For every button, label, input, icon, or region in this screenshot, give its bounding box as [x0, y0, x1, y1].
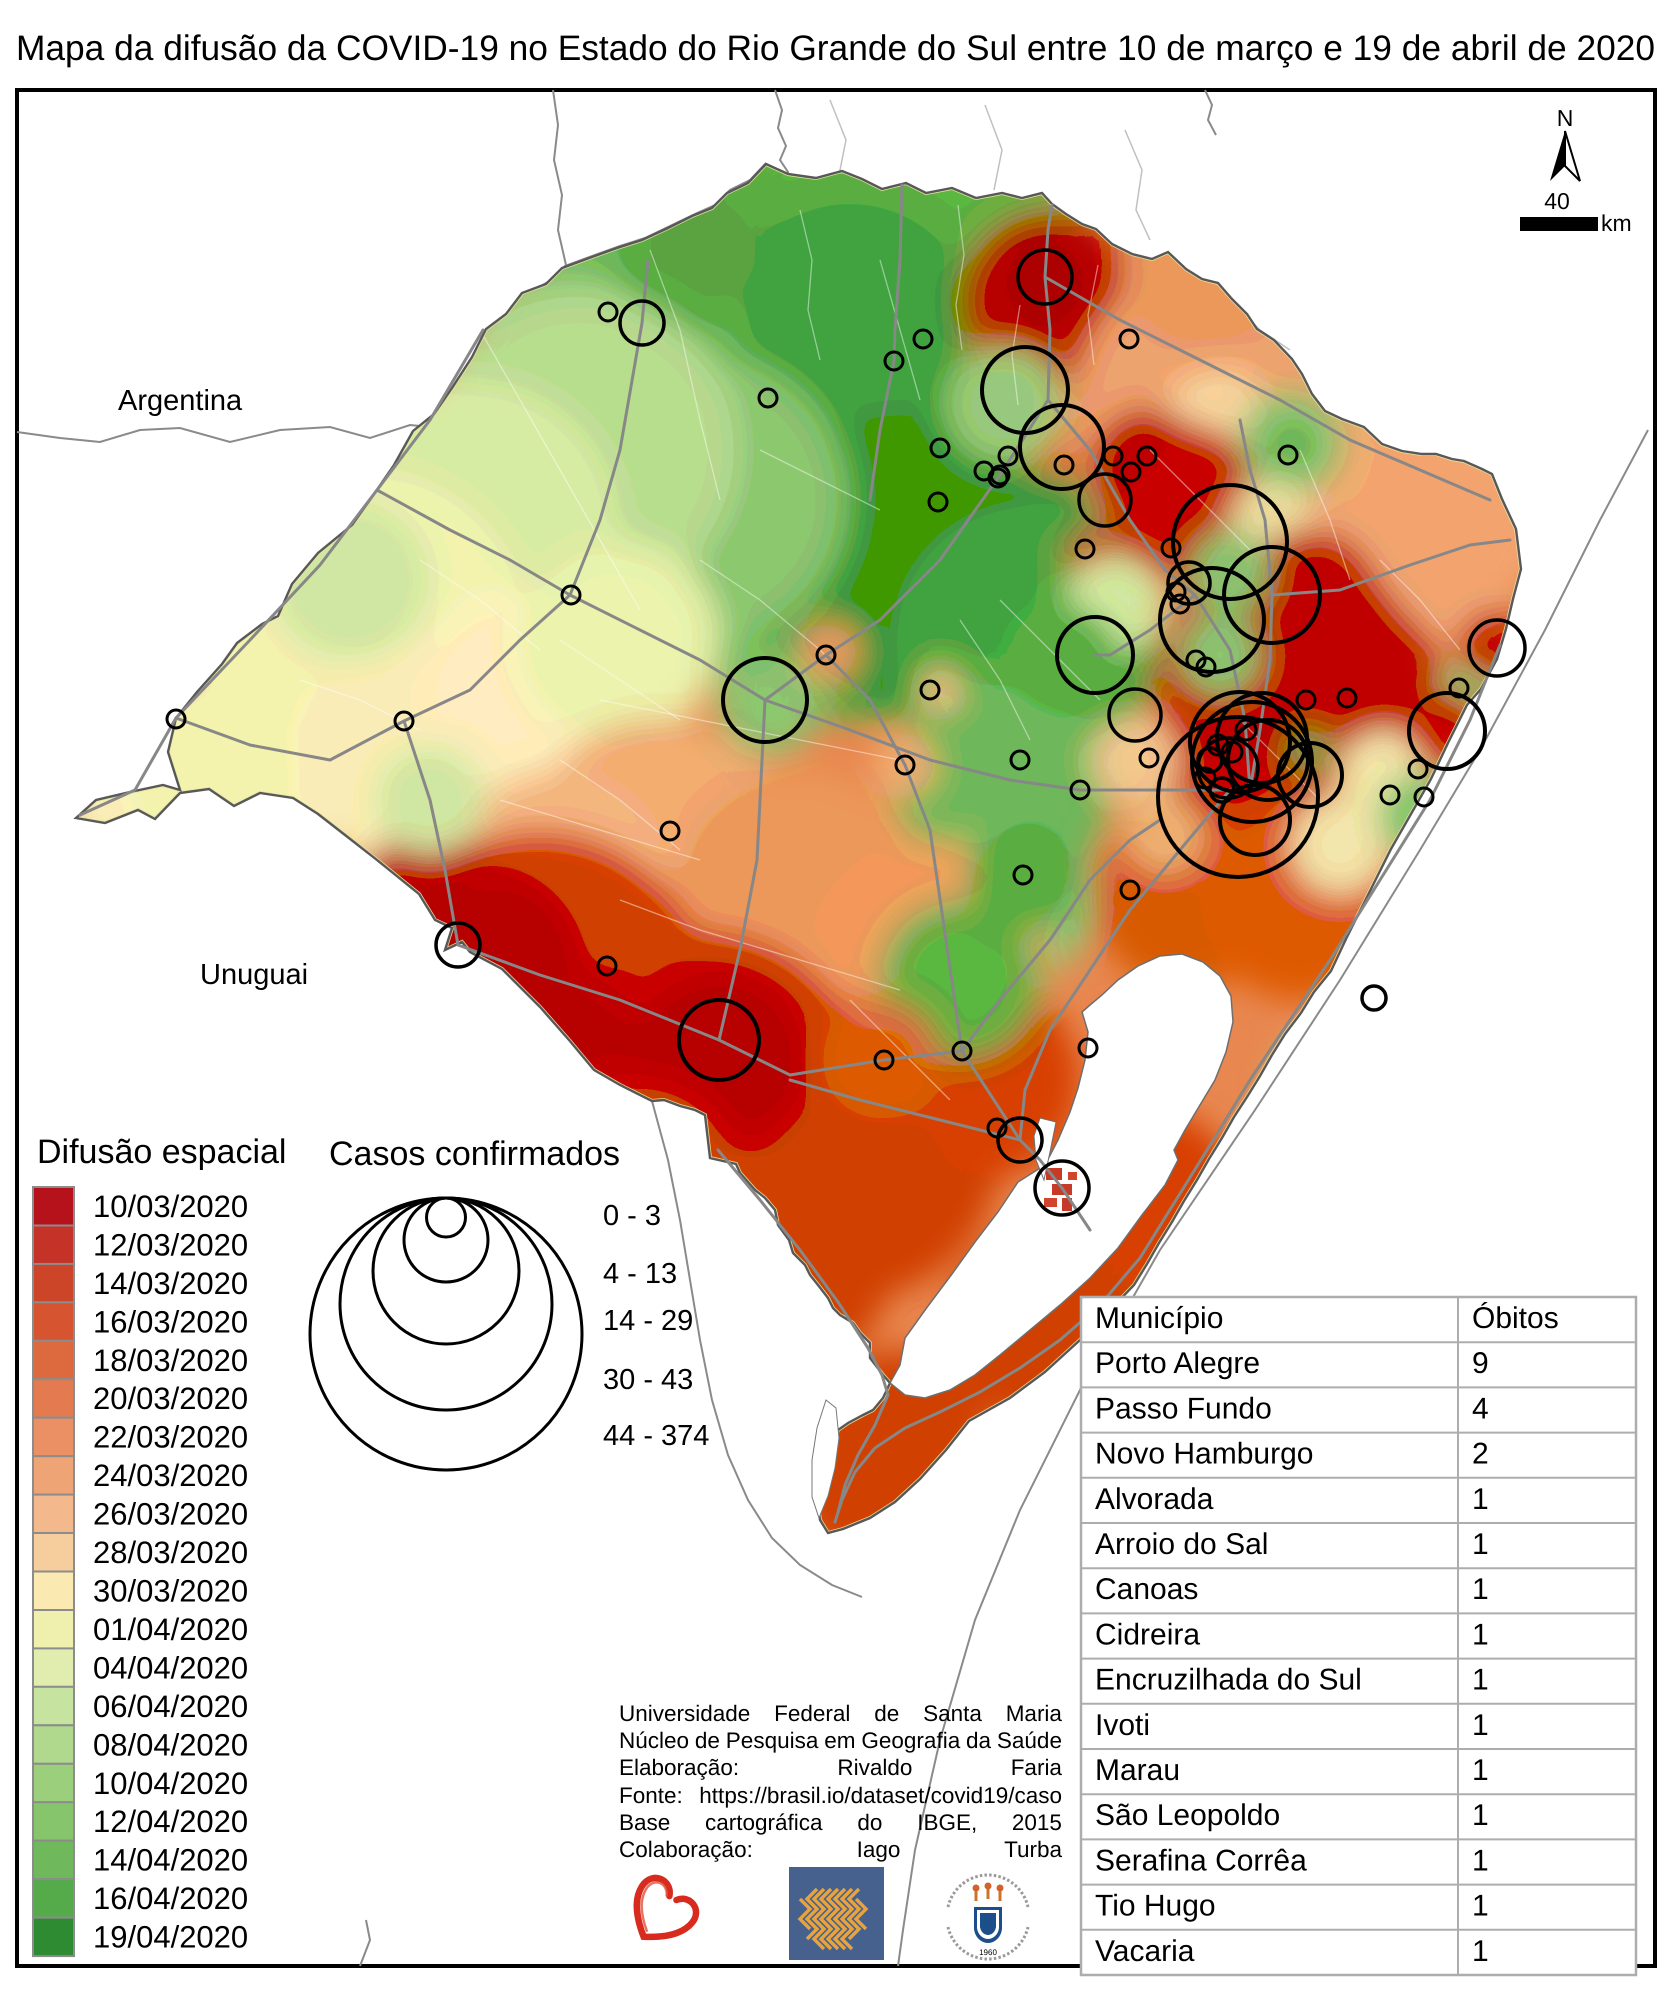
svg-text:1: 1	[1472, 1528, 1489, 1561]
svg-text:Canoas: Canoas	[1095, 1573, 1198, 1606]
svg-text:N: N	[1557, 105, 1574, 131]
svg-text:Núcleo: Núcleo	[619, 1728, 689, 1753]
svg-text:Difusão espacial: Difusão espacial	[37, 1133, 286, 1171]
svg-text:Santa: Santa	[923, 1701, 982, 1726]
svg-text:Mapa da difusão da COVID-19 no: Mapa da difusão da COVID-19 no Estado do…	[16, 28, 1655, 68]
svg-text:IBGE,: IBGE,	[917, 1810, 977, 1835]
svg-text:1: 1	[1472, 1890, 1489, 1923]
svg-text:https://brasil.io/dataset/covi: https://brasil.io/dataset/covid19/caso	[699, 1783, 1062, 1808]
svg-text:Fonte:: Fonte:	[619, 1783, 683, 1808]
svg-text:São Leopoldo: São Leopoldo	[1095, 1799, 1280, 1832]
svg-text:1: 1	[1472, 1754, 1489, 1787]
svg-text:12/03/2020: 12/03/2020	[93, 1228, 248, 1263]
svg-text:2015: 2015	[1012, 1810, 1062, 1835]
svg-text:01/04/2020: 01/04/2020	[93, 1612, 248, 1647]
svg-text:1: 1	[1472, 1664, 1489, 1697]
svg-text:1: 1	[1472, 1618, 1489, 1651]
svg-text:10/03/2020: 10/03/2020	[93, 1189, 248, 1224]
svg-text:1: 1	[1472, 1709, 1489, 1742]
svg-text:Município: Município	[1095, 1302, 1223, 1335]
svg-text:1: 1	[1472, 1844, 1489, 1877]
svg-text:de: de	[874, 1701, 899, 1726]
svg-text:Encruzilhada do Sul: Encruzilhada do Sul	[1095, 1664, 1362, 1697]
svg-text:06/04/2020: 06/04/2020	[93, 1689, 248, 1724]
svg-text:Alvorada: Alvorada	[1095, 1483, 1214, 1516]
svg-text:0 - 3: 0 - 3	[603, 1200, 661, 1232]
svg-text:1: 1	[1472, 1935, 1489, 1968]
svg-text:08/04/2020: 08/04/2020	[93, 1727, 248, 1762]
svg-text:28/03/2020: 28/03/2020	[93, 1535, 248, 1570]
svg-text:Tio Hugo: Tio Hugo	[1095, 1890, 1216, 1923]
svg-text:40: 40	[1544, 188, 1570, 214]
svg-text:4: 4	[1472, 1392, 1489, 1425]
svg-text:12/04/2020: 12/04/2020	[93, 1804, 248, 1839]
svg-text:Arroio do Sal: Arroio do Sal	[1095, 1528, 1268, 1561]
svg-text:Cidreira: Cidreira	[1095, 1618, 1200, 1651]
svg-text:Base: Base	[619, 1810, 670, 1835]
svg-text:10/04/2020: 10/04/2020	[93, 1766, 248, 1801]
svg-text:Novo Hamburgo: Novo Hamburgo	[1095, 1438, 1313, 1471]
svg-text:1: 1	[1472, 1483, 1489, 1516]
svg-text:Turba: Turba	[1004, 1837, 1062, 1862]
svg-text:16/04/2020: 16/04/2020	[93, 1881, 248, 1916]
svg-text:14/03/2020: 14/03/2020	[93, 1266, 248, 1301]
svg-text:Colaboração:: Colaboração:	[619, 1837, 753, 1862]
svg-text:44 - 374: 44 - 374	[603, 1420, 709, 1452]
svg-text:de: de	[695, 1728, 720, 1753]
svg-text:Saúde: Saúde	[997, 1728, 1062, 1753]
svg-text:Federal: Federal	[774, 1701, 850, 1726]
svg-text:Porto Alegre: Porto Alegre	[1095, 1347, 1260, 1380]
svg-text:2: 2	[1472, 1438, 1489, 1471]
svg-text:Marau: Marau	[1095, 1754, 1180, 1787]
svg-text:20/03/2020: 20/03/2020	[93, 1381, 248, 1416]
svg-text:1960: 1960	[979, 1948, 997, 1957]
svg-text:19/04/2020: 19/04/2020	[93, 1920, 248, 1955]
svg-text:do: do	[857, 1810, 882, 1835]
svg-text:30/03/2020: 30/03/2020	[93, 1574, 248, 1609]
svg-text:Casos confirmados: Casos confirmados	[329, 1135, 620, 1173]
svg-text:26/03/2020: 26/03/2020	[93, 1497, 248, 1532]
svg-text:Argentina: Argentina	[118, 385, 243, 417]
svg-text:Unuguai: Unuguai	[200, 959, 308, 991]
svg-text:14/04/2020: 14/04/2020	[93, 1843, 248, 1878]
svg-text:16/03/2020: 16/03/2020	[93, 1304, 248, 1339]
svg-text:1: 1	[1472, 1799, 1489, 1832]
svg-text:Iago: Iago	[857, 1837, 901, 1862]
svg-text:14 - 29: 14 - 29	[603, 1305, 693, 1337]
svg-text:04/04/2020: 04/04/2020	[93, 1650, 248, 1685]
svg-text:30 - 43: 30 - 43	[603, 1364, 693, 1396]
svg-text:Universidade: Universidade	[619, 1701, 750, 1726]
svg-text:Ivoti: Ivoti	[1095, 1709, 1150, 1742]
svg-text:Óbitos: Óbitos	[1472, 1301, 1559, 1335]
svg-text:9: 9	[1472, 1347, 1489, 1380]
svg-text:18/03/2020: 18/03/2020	[93, 1343, 248, 1378]
svg-text:Rivaldo: Rivaldo	[837, 1755, 912, 1780]
svg-text:Maria: Maria	[1006, 1701, 1063, 1726]
svg-text:Serafina Corrêa: Serafina Corrêa	[1095, 1844, 1307, 1877]
svg-text:24/03/2020: 24/03/2020	[93, 1458, 248, 1493]
svg-text:em: em	[824, 1728, 855, 1753]
svg-text:1: 1	[1472, 1573, 1489, 1606]
svg-text:Faria: Faria	[1011, 1755, 1063, 1780]
svg-text:cartográfica: cartográfica	[705, 1810, 823, 1835]
svg-text:Elaboração:: Elaboração:	[619, 1755, 739, 1780]
svg-text:Geografia: Geografia	[861, 1728, 960, 1753]
svg-text:4 - 13: 4 - 13	[603, 1258, 677, 1290]
svg-text:km: km	[1601, 210, 1632, 236]
svg-text:Pesquisa: Pesquisa	[726, 1728, 819, 1753]
svg-text:22/03/2020: 22/03/2020	[93, 1420, 248, 1455]
svg-text:Vacaria: Vacaria	[1095, 1935, 1195, 1968]
svg-text:da: da	[966, 1728, 992, 1753]
svg-text:Passo Fundo: Passo Fundo	[1095, 1392, 1272, 1425]
